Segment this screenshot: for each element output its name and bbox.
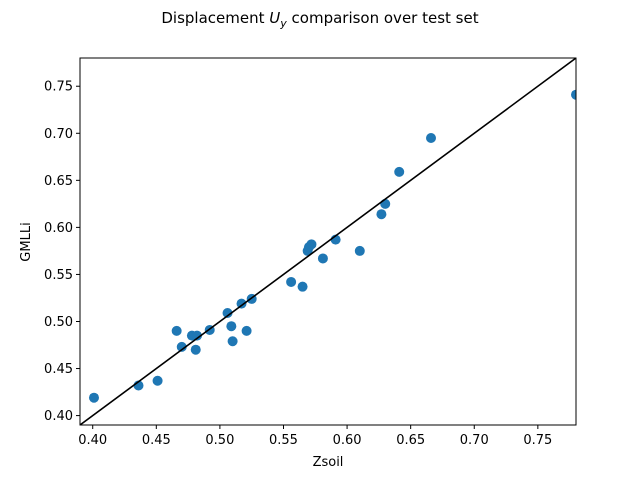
scatter-point [152,375,163,386]
scatter-point [236,298,247,309]
scatter-point [380,198,391,209]
chart-title: Displacement Uy comparison over test set [161,9,478,30]
scatter-point [192,330,203,341]
reference-line [80,58,576,425]
x-tick-label: 0.50 [205,433,234,448]
x-tick-label: 0.55 [269,433,298,448]
x-tick-label: 0.40 [78,433,107,448]
x-axis-label: Zsoil [313,455,344,470]
scatter-point [354,245,365,256]
scatter-point [176,341,187,352]
scatter-point [426,132,437,143]
y-tick-label: 0.60 [44,221,73,236]
scatter-point [241,325,252,336]
y-tick-label: 0.75 [44,80,73,95]
scatter-point [171,325,182,336]
scatter-point [286,276,297,287]
scatter-point [222,308,233,319]
x-tick-label: 0.70 [460,433,489,448]
y-tick-label: 0.55 [44,268,73,283]
scatter-point [88,392,99,403]
axes-frame [79,57,577,426]
chart-title-suffix: comparison over test set [287,9,479,27]
x-tick-label: 0.45 [142,433,171,448]
x-tick-label: 0.60 [333,433,362,448]
scatter-point [317,253,328,264]
chart-title-subscript: y [279,17,287,30]
scatter-point [376,209,387,220]
y-axis-label: GMLLi [19,222,34,261]
chart-title-symbol: U [269,9,280,27]
y-tick-label: 0.45 [44,362,73,377]
y-tick-label: 0.70 [44,127,73,142]
x-tick-label: 0.75 [523,433,552,448]
scatter-point [571,89,576,100]
plot-area: 0.40 0.45 0.50 0.55 0.60 0.65 0.70 0.75 0.40 0.45… [44,57,577,448]
scatter-point [394,166,405,177]
scatter-point [306,239,317,250]
scatter-point [227,336,238,347]
y-tick-label: 0.40 [44,409,73,424]
scatter-point [190,344,201,355]
y-tick-label: 0.50 [44,315,73,330]
y-tick-label: 0.65 [44,174,73,189]
x-tick-label: 0.65 [396,433,425,448]
chart-title-prefix: Displacement [161,9,269,27]
scatter-point [226,321,237,332]
scatter-point [297,281,308,292]
